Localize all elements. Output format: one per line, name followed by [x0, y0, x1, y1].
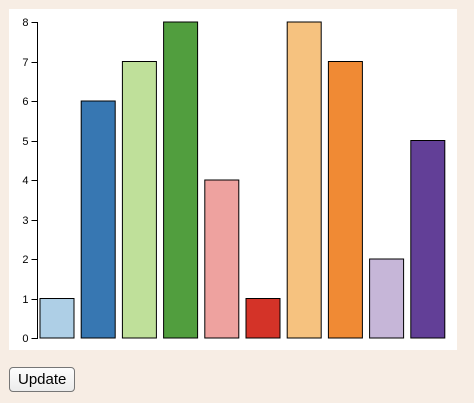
y-tick-label: 6 [22, 96, 28, 108]
bar [327, 61, 363, 339]
bar-chart: 0 1 2 3 4 5 6 7 8 [22, 17, 446, 345]
y-tick-label: 7 [22, 57, 28, 69]
y-tick-label: 3 [22, 215, 28, 227]
y-tick-label: 2 [22, 254, 28, 266]
bar [204, 179, 240, 339]
bar [163, 21, 199, 339]
bar [245, 298, 281, 339]
bar [286, 21, 322, 339]
bar [80, 100, 116, 339]
update-button[interactable]: Update [9, 367, 76, 392]
chart-panel: 0 1 2 3 4 5 6 7 8 [9, 9, 457, 350]
bars-group [39, 21, 446, 339]
bar [121, 61, 157, 339]
y-tick-label: 1 [22, 294, 28, 306]
y-tick-label: 0 [22, 333, 28, 345]
bar [410, 140, 446, 339]
bar [39, 298, 75, 339]
y-tick-label: 8 [22, 17, 28, 29]
bar [369, 258, 405, 339]
y-axis: 0 1 2 3 4 5 6 7 8 [22, 17, 38, 345]
y-tick-label: 5 [22, 136, 28, 148]
y-tick-label: 4 [22, 175, 28, 187]
